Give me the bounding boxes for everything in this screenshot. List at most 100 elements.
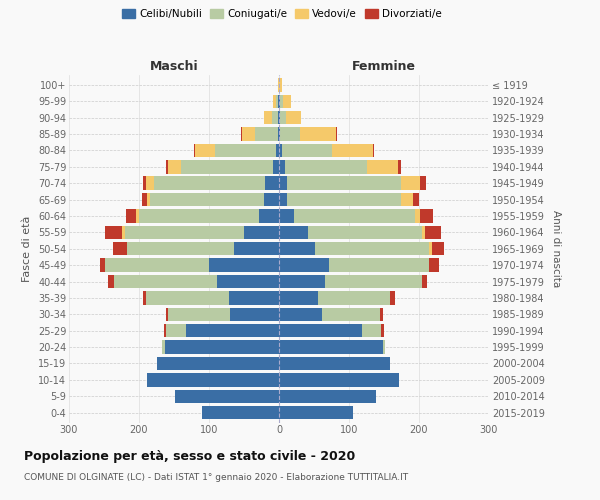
Bar (127, 242, 233, 256)
Bar (279, 242, 316, 256)
Legend: Celibi/Nubili, Coniugati/e, Vedovi/e, Divorziati/e: Celibi/Nubili, Coniugati/e, Vedovi/e, Di… (118, 5, 446, 24)
Bar (308, 226, 422, 239)
Bar (142, 193, 148, 206)
Bar (186, 324, 279, 338)
Bar (279, 128, 280, 140)
Bar (279, 275, 325, 288)
Bar (373, 144, 374, 157)
Bar (429, 258, 439, 272)
Bar (381, 324, 384, 338)
Bar (329, 258, 429, 272)
Bar (279, 406, 353, 419)
Bar (229, 291, 279, 304)
Bar (108, 275, 114, 288)
Bar (146, 176, 154, 190)
Bar (286, 111, 301, 124)
Bar (421, 209, 433, 222)
Bar (279, 324, 362, 338)
Bar (279, 291, 318, 304)
Bar (279, 373, 400, 386)
Bar (401, 193, 413, 206)
Bar (165, 340, 279, 354)
Bar (279, 209, 295, 222)
Bar (263, 111, 272, 124)
Bar (114, 275, 217, 288)
Bar (166, 324, 186, 338)
Bar (279, 258, 329, 272)
Bar (279, 94, 280, 108)
Y-axis label: Anni di nascita: Anni di nascita (551, 210, 562, 288)
Bar (127, 209, 136, 222)
Bar (143, 176, 146, 190)
Bar (241, 128, 242, 140)
Bar (318, 291, 389, 304)
Bar (254, 128, 278, 140)
Bar (279, 176, 287, 190)
Bar (209, 258, 279, 272)
Bar (148, 373, 279, 386)
Bar (398, 160, 401, 173)
Bar (195, 144, 215, 157)
Bar (279, 193, 287, 206)
Bar (367, 160, 398, 173)
Bar (415, 209, 421, 222)
Bar (122, 226, 125, 239)
Bar (287, 176, 401, 190)
Bar (280, 111, 286, 124)
Bar (202, 406, 279, 419)
Bar (279, 390, 376, 403)
Bar (332, 144, 373, 157)
Bar (169, 308, 230, 321)
Bar (162, 340, 165, 354)
Bar (279, 111, 280, 124)
Bar (259, 209, 279, 222)
Bar (157, 357, 279, 370)
Bar (125, 226, 244, 239)
Bar (169, 160, 181, 173)
Bar (389, 291, 395, 304)
Bar (146, 291, 229, 304)
Bar (279, 160, 284, 173)
Bar (166, 160, 169, 173)
Bar (272, 111, 278, 124)
Bar (316, 242, 429, 256)
Bar (244, 226, 279, 239)
Bar (215, 144, 276, 157)
Bar (280, 94, 283, 108)
Bar (279, 78, 282, 92)
Bar (278, 111, 279, 124)
Bar (233, 242, 279, 256)
Text: Popolazione per età, sesso e stato civile - 2020: Popolazione per età, sesso e stato civil… (24, 450, 355, 463)
Bar (279, 226, 308, 239)
Bar (287, 193, 401, 206)
Bar (143, 291, 146, 304)
Bar (154, 176, 265, 190)
Bar (106, 258, 209, 272)
Bar (139, 209, 259, 222)
Bar (181, 160, 274, 173)
Bar (263, 193, 279, 206)
Bar (425, 226, 442, 239)
Text: Femmine: Femmine (352, 60, 416, 72)
Bar (100, 258, 106, 272)
Bar (163, 324, 166, 338)
Bar (279, 144, 282, 157)
Bar (295, 209, 415, 222)
Bar (217, 275, 279, 288)
Bar (148, 193, 150, 206)
Bar (106, 226, 122, 239)
Bar (282, 144, 332, 157)
Bar (401, 176, 421, 190)
Bar (278, 94, 279, 108)
Bar (230, 308, 279, 321)
Bar (300, 128, 337, 140)
Bar (113, 242, 127, 256)
Bar (383, 340, 385, 354)
Bar (265, 176, 279, 190)
Bar (421, 176, 426, 190)
Bar (279, 308, 322, 321)
Bar (274, 160, 279, 173)
Bar (283, 94, 291, 108)
Bar (242, 128, 254, 140)
Bar (422, 226, 425, 239)
